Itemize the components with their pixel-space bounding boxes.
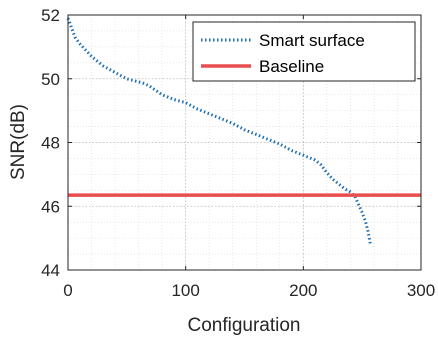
legend-label-baseline: Baseline	[259, 57, 324, 76]
x-tick-label: 0	[63, 281, 72, 300]
y-tick-label: 48	[41, 134, 60, 153]
y-tick-label: 46	[41, 197, 60, 216]
y-tick-label: 44	[41, 261, 60, 280]
y-tick-label: 50	[41, 70, 60, 89]
x-tick-label: 300	[407, 281, 435, 300]
legend-label-smart-surface: Smart surface	[259, 31, 365, 50]
x-tick-label: 100	[171, 281, 199, 300]
axis-ticks	[67, 14, 422, 271]
legend: Smart surface Baseline	[192, 21, 416, 82]
y-axis-label: SNR(dB)	[8, 104, 29, 180]
series-layer	[66, 17, 421, 245]
x-axis-label: Configuration	[187, 315, 300, 336]
tick-labels: 0 100 200 300 44 46 48 50 52	[41, 6, 435, 300]
legend-box	[192, 21, 416, 82]
x-tick-label: 200	[289, 281, 317, 300]
y-tick-label: 52	[41, 6, 60, 25]
